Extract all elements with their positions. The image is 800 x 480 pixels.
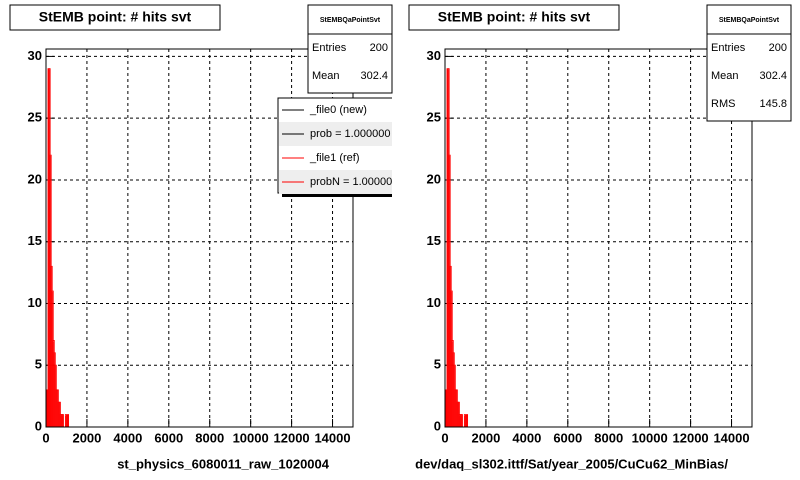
x-tick-label: 0 <box>42 430 49 445</box>
x-tick-label: 2000 <box>72 430 101 445</box>
y-tick-label: 10 <box>28 295 42 310</box>
y-tick-label: 20 <box>28 171 42 186</box>
stats-label: Entries <box>711 42 746 54</box>
x-tick-label: 6000 <box>553 430 582 445</box>
y-tick-label: 5 <box>434 357 441 372</box>
y-tick-label: 20 <box>427 171 441 186</box>
x-tick-label: 14000 <box>314 430 350 445</box>
stats-title: StEMBQaPointSvt <box>719 17 780 24</box>
legend-label: prob = 1.000000 <box>310 128 390 140</box>
x-tick-label: 0 <box>441 430 448 445</box>
x-tick-label: 14000 <box>713 430 749 445</box>
x-tick-label: 8000 <box>195 430 224 445</box>
stats-label: Mean <box>711 70 739 82</box>
x-tick-label: 4000 <box>512 430 541 445</box>
chart-title: StEMB point: # hits svt <box>438 9 591 25</box>
title-box <box>9 4 221 31</box>
x-tick-label: 12000 <box>274 430 310 445</box>
y-tick-label: 15 <box>427 233 441 248</box>
y-tick-label: 10 <box>427 295 441 310</box>
x-tick-label: 12000 <box>673 430 709 445</box>
stats-value: 302.4 <box>759 70 787 82</box>
x-axis-label: dev/daq_sl302.ittf/Sat/year_2005/CuCu62_… <box>415 456 728 471</box>
legend-label: _file1 (ref) <box>309 152 360 164</box>
x-tick-label: 4000 <box>113 430 142 445</box>
y-tick-label: 25 <box>28 110 42 125</box>
stats-title: StEMBQaPointSvt <box>320 17 381 24</box>
stats-label: Mean <box>312 70 340 82</box>
y-tick-label: 15 <box>28 233 42 248</box>
legend-label: _file0 (new) <box>309 104 367 116</box>
stats-label: Entries <box>312 42 347 54</box>
x-tick-label: 2000 <box>471 430 500 445</box>
chart-title: StEMB point: # hits svt <box>39 9 192 25</box>
y-tick-label: 30 <box>28 48 42 63</box>
y-tick-label: 25 <box>427 110 441 125</box>
frame-border <box>444 48 753 428</box>
stats-box <box>307 4 393 94</box>
legend: _file0 (new) prob = 1.000000 _file1 (ref) p… <box>277 97 392 197</box>
stats-value: 145.8 <box>759 98 787 110</box>
title-box <box>408 4 620 31</box>
stats-box <box>706 4 792 122</box>
y-tick-label: 0 <box>35 418 42 433</box>
x-tick-label: 10000 <box>233 430 269 445</box>
stats-label: RMS <box>711 98 735 110</box>
stats-value: 200 <box>769 42 787 54</box>
x-axis-label: st_physics_6080011_raw_1020004 <box>117 456 330 471</box>
y-tick-label: 0 <box>434 418 441 433</box>
x-tick-label: 8000 <box>594 430 623 445</box>
legend-label: probN = 1.00000 <box>310 176 392 188</box>
y-tick-label: 5 <box>35 357 42 372</box>
x-tick-label: 6000 <box>154 430 183 445</box>
frame-border <box>45 48 354 428</box>
y-tick-label: 30 <box>427 48 441 63</box>
frame <box>444 48 753 428</box>
x-tick-label: 10000 <box>632 430 668 445</box>
stats-value: 302.4 <box>360 70 388 82</box>
stats-value: 200 <box>370 42 388 54</box>
